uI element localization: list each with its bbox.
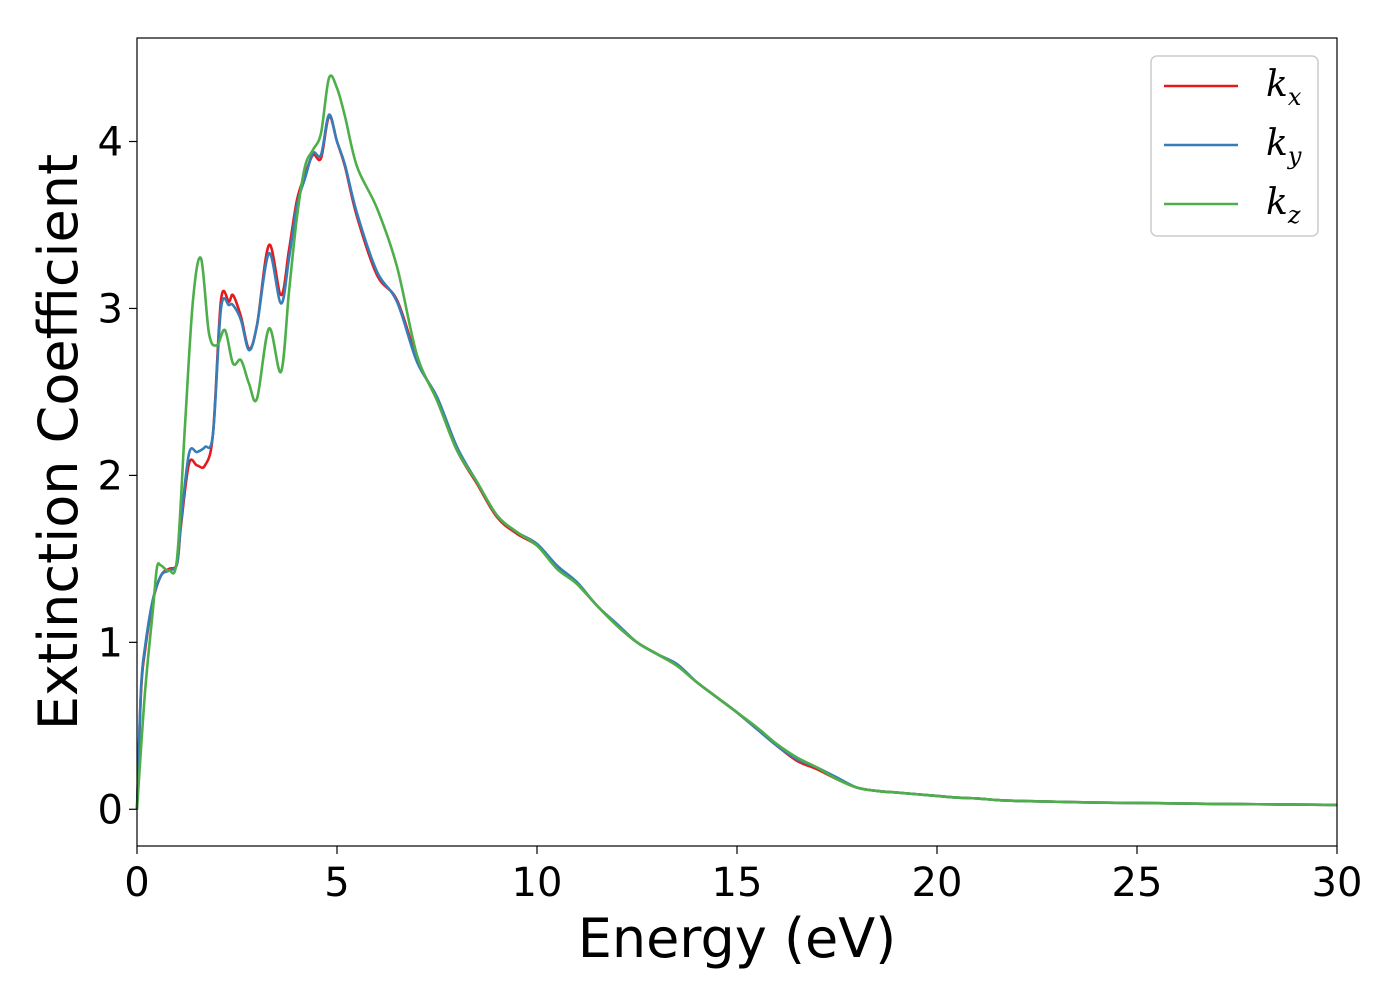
y-tick-label: 2 — [98, 453, 123, 499]
y-tick-label: 0 — [98, 787, 123, 833]
x-tick-label: 5 — [324, 860, 349, 906]
x-tick-label: 10 — [512, 860, 563, 906]
x-tick-label: 30 — [1312, 860, 1363, 906]
series-line-z — [135, 74, 1338, 810]
x-tick-label: 0 — [124, 860, 149, 906]
x-tick-label: 25 — [1112, 860, 1163, 906]
y-axis-title: Extinction Coefficient — [27, 154, 90, 730]
x-axis: 0 5 10 15 20 25 30 — [124, 846, 1362, 906]
legend-label-y: ky — [1266, 123, 1302, 170]
y-tick-label: 3 — [98, 286, 123, 332]
legend: kx ky kz — [1150, 55, 1319, 237]
series-layer — [135, 74, 1338, 810]
x-tick-label: 15 — [712, 860, 763, 906]
y-tick-label: 1 — [98, 620, 123, 666]
x-tick-label: 20 — [912, 860, 963, 906]
legend-label-x: kx — [1266, 64, 1302, 111]
y-axis: 0 1 2 3 4 — [98, 120, 137, 833]
y-tick-label: 4 — [98, 120, 123, 166]
legend-label-z: kz — [1266, 182, 1301, 229]
x-axis-title: Energy (eV) — [578, 907, 897, 970]
